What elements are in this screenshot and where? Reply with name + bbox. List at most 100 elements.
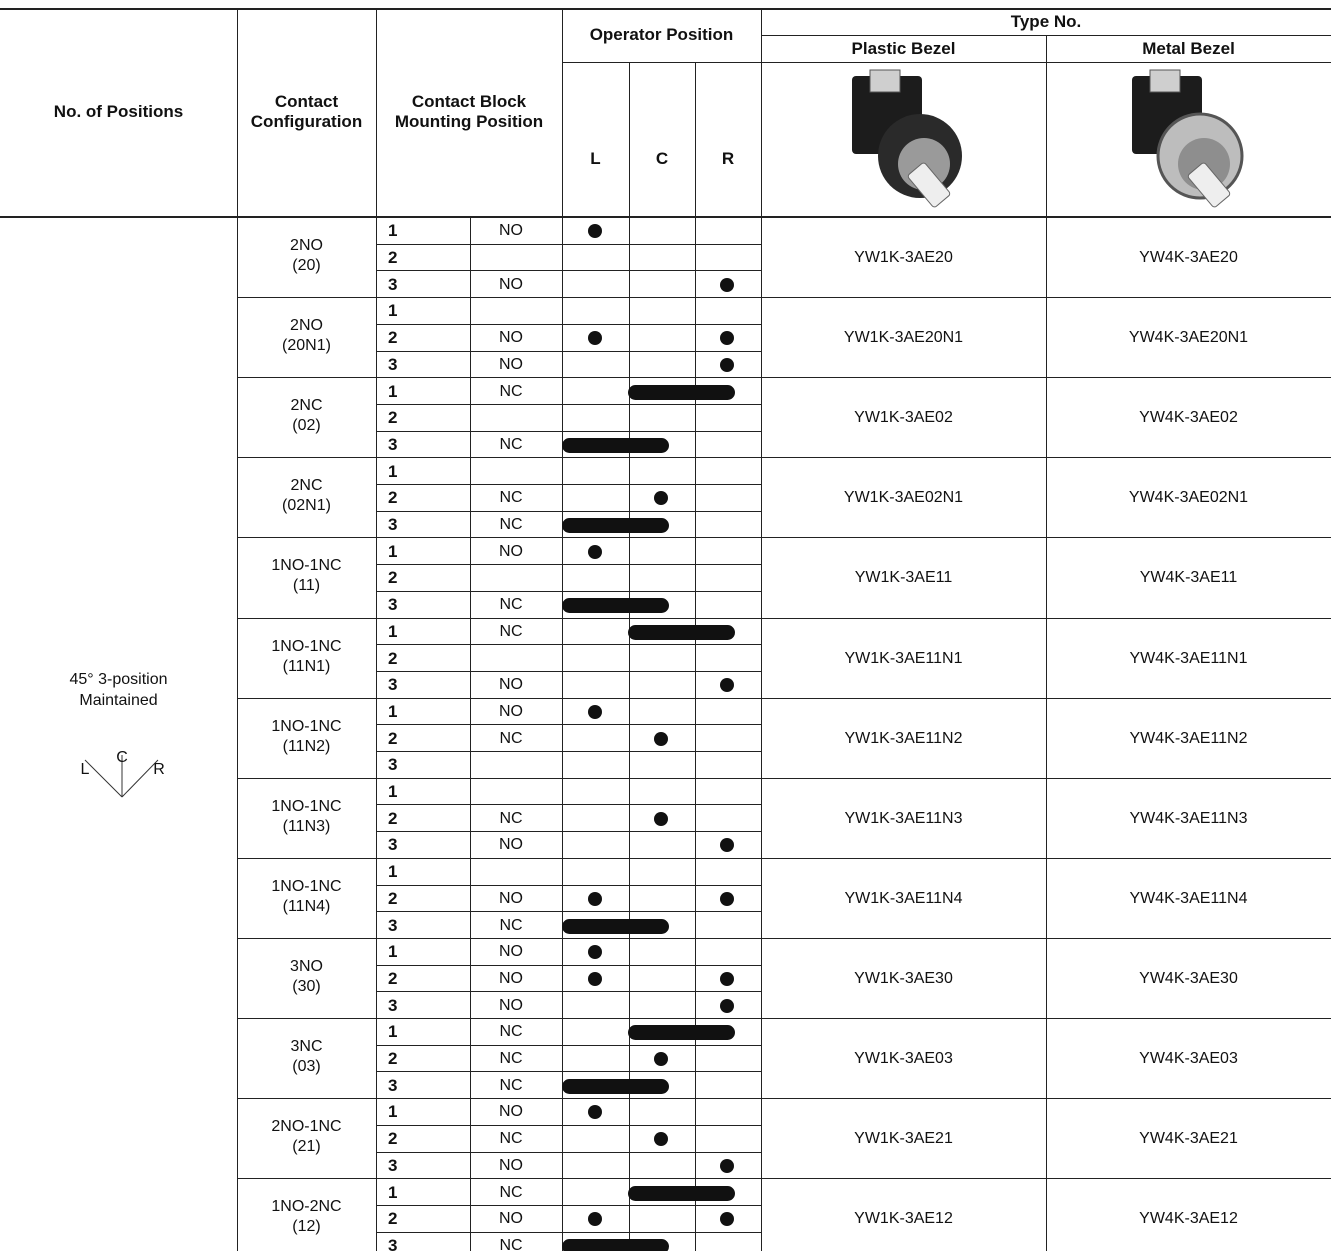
block-number: 3 <box>388 434 398 454</box>
header-cell: Operator Position <box>589 25 734 44</box>
type-number: YW1K-3AE21 <box>854 1130 953 1148</box>
config-cell: 2NO-1NC <box>271 1118 342 1136</box>
contact-bar <box>562 1238 669 1251</box>
config-code: (11N2) <box>282 737 331 755</box>
block-number: 1 <box>388 782 398 802</box>
contact-dot <box>654 731 668 746</box>
rule <box>376 1204 761 1206</box>
contact-type: NC <box>499 1183 523 1201</box>
contact-dot <box>654 1132 668 1147</box>
contact-type: NO <box>499 996 523 1014</box>
type-number: YW1K-3AE03 <box>854 1050 953 1068</box>
header-cell: Metal Bezel <box>1142 38 1235 58</box>
block-number: 2 <box>388 1129 398 1149</box>
contact-bar <box>628 624 735 640</box>
contact-dot <box>588 224 602 239</box>
contact-type: NO <box>499 943 523 961</box>
block-number: 2 <box>388 888 398 908</box>
type-number: YW4K-3AE11 <box>1139 569 1238 587</box>
contact-bar <box>562 598 669 614</box>
header-cell: Contact Configuration <box>250 92 363 131</box>
contact-bar <box>562 437 669 453</box>
rule <box>376 644 761 646</box>
contact-type: NO <box>499 1210 523 1228</box>
contact-dot <box>720 891 734 906</box>
contact-type: NO <box>499 542 523 560</box>
rule <box>237 937 1331 939</box>
rule <box>237 537 1331 539</box>
header-cell: Plastic Bezel <box>851 38 956 58</box>
type-number: YW1K-3AE20N1 <box>843 329 964 347</box>
block-number: 2 <box>388 408 398 428</box>
positions-text: 45° 3-position <box>69 671 168 688</box>
type-number: YW1K-3AE11N2 <box>844 729 963 747</box>
config-cell: 2NC <box>290 397 323 415</box>
rule <box>629 62 630 1251</box>
type-number: YW4K-3AE20N1 <box>1128 329 1249 347</box>
contact-bar <box>562 518 669 534</box>
diagram-label: L <box>80 761 90 778</box>
rule <box>237 8 238 1251</box>
block-number: 3 <box>388 915 398 935</box>
block-number: 2 <box>388 328 398 348</box>
type-number: YW4K-3AE12 <box>1139 1210 1238 1228</box>
rule <box>376 590 761 592</box>
contact-dot <box>720 998 734 1013</box>
contact-bar <box>628 1025 735 1041</box>
config-cell: 1NO-2NC <box>271 1198 342 1216</box>
contact-type: NC <box>499 1050 523 1068</box>
rule <box>376 724 761 726</box>
header-cell: L <box>590 149 601 168</box>
rule <box>237 1178 1331 1180</box>
block-number: 1 <box>388 381 398 401</box>
rule <box>470 216 471 1251</box>
rule <box>237 697 1331 699</box>
type-number: YW1K-3AE12 <box>854 1210 953 1228</box>
contact-dot <box>654 1052 668 1067</box>
metal-bezel-photo <box>1132 69 1244 208</box>
config-code: (02N1) <box>282 497 331 515</box>
config-cell: 1NO-1NC <box>271 637 342 655</box>
rule <box>376 804 761 806</box>
contact-type: NO <box>499 329 523 347</box>
type-number: YW4K-3AE02N1 <box>1128 489 1249 507</box>
type-number: YW1K-3AE11N4 <box>844 889 963 907</box>
type-number: YW4K-3AE30 <box>1139 969 1238 987</box>
block-number: 2 <box>388 968 398 988</box>
contact-bar <box>628 1185 735 1201</box>
block-number: 3 <box>388 1075 398 1095</box>
type-number: YW4K-3AE11N2 <box>1129 729 1248 747</box>
contact-dot <box>588 891 602 906</box>
rule <box>237 297 1331 299</box>
block-number: 3 <box>388 515 398 535</box>
rule <box>376 911 761 913</box>
contact-type: NO <box>499 702 523 720</box>
contact-dot <box>720 1212 734 1227</box>
type-number: YW1K-3AE20 <box>854 249 953 267</box>
contact-type: NO <box>499 889 523 907</box>
block-number: 2 <box>388 648 398 668</box>
contact-dot <box>588 971 602 986</box>
config-cell: 1NO-1NC <box>271 877 342 895</box>
rule <box>376 1071 761 1073</box>
rule <box>237 457 1331 459</box>
block-number: 3 <box>388 274 398 294</box>
type-number: YW4K-3AE02 <box>1139 409 1238 427</box>
config-cell: 3NO <box>290 957 323 975</box>
rule <box>376 350 761 352</box>
block-number: 1 <box>388 1102 398 1122</box>
config-code: (20) <box>292 257 321 274</box>
type-number: YW1K-3AE11N3 <box>844 809 963 827</box>
header-cell: No. of Positions <box>53 102 184 121</box>
block-number: 3 <box>388 995 398 1015</box>
config-code: (11N1) <box>282 657 331 675</box>
type-number: YW1K-3AE30 <box>854 969 953 987</box>
type-number: YW4K-3AE11N4 <box>1129 889 1248 907</box>
contact-bar <box>562 1078 669 1094</box>
contact-dot <box>720 971 734 986</box>
rule <box>376 430 761 432</box>
header-cell: Type No. <box>1010 11 1082 31</box>
contact-type: NC <box>499 382 523 400</box>
rule <box>376 403 761 405</box>
rule <box>376 1124 761 1126</box>
